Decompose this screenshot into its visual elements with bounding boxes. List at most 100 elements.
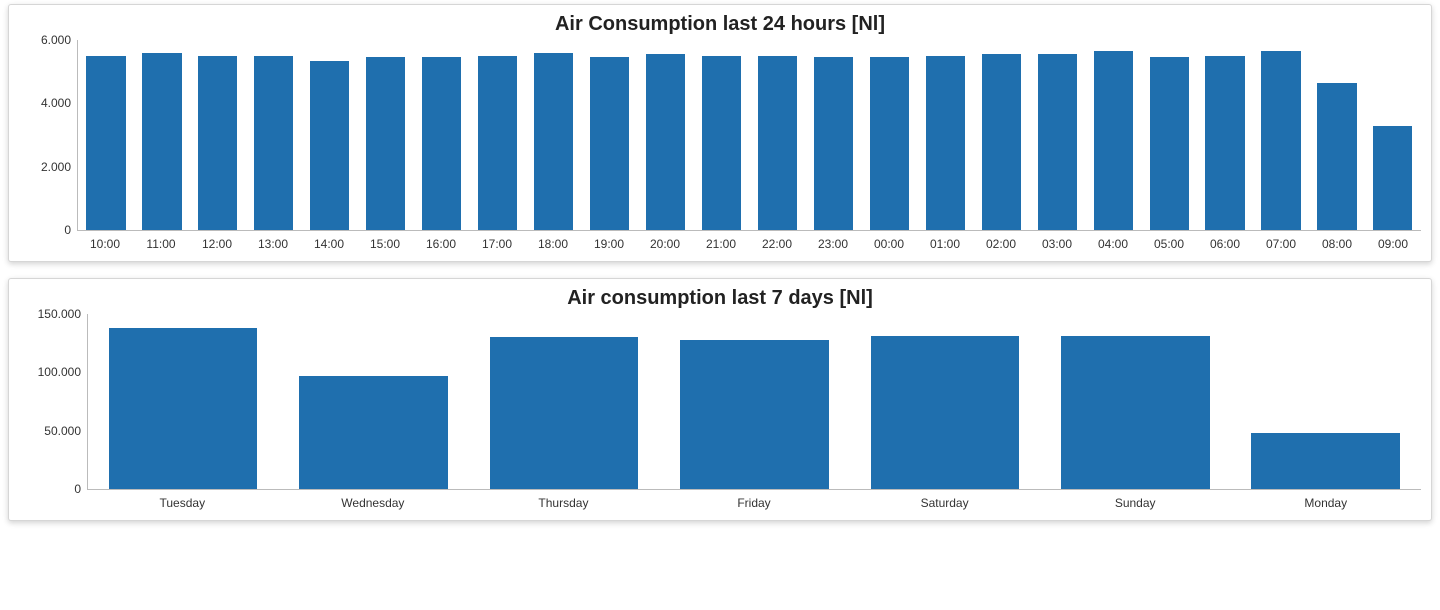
bar bbox=[871, 336, 1020, 489]
y-tick-label: 50.000 bbox=[44, 424, 81, 438]
x-tick-label: 03:00 bbox=[1029, 237, 1085, 251]
x-tick-label: 08:00 bbox=[1309, 237, 1365, 251]
bar-slot bbox=[805, 40, 861, 230]
bar-slot bbox=[1040, 314, 1230, 489]
y-tick-label: 2.000 bbox=[41, 160, 71, 174]
chart-24h-title: Air Consumption last 24 hours [Nl] bbox=[19, 13, 1421, 36]
bar bbox=[702, 56, 741, 230]
x-axis-spacer bbox=[19, 496, 87, 510]
y-tick-label: 100.000 bbox=[38, 365, 81, 379]
bar bbox=[758, 56, 797, 230]
bar bbox=[299, 376, 448, 489]
x-tick-label: 13:00 bbox=[245, 237, 301, 251]
x-tick-label: 11:00 bbox=[133, 237, 189, 251]
bar bbox=[1038, 54, 1077, 230]
chart-7d-x-labels: TuesdayWednesdayThursdayFridaySaturdaySu… bbox=[87, 496, 1421, 510]
bar bbox=[870, 57, 909, 230]
bar bbox=[366, 57, 405, 230]
panel-24h: Air Consumption last 24 hours [Nl] 02.00… bbox=[8, 4, 1432, 262]
bar-slot bbox=[278, 314, 468, 489]
x-tick-label: Tuesday bbox=[87, 496, 278, 510]
bar-slot bbox=[358, 40, 414, 230]
bar bbox=[1317, 83, 1356, 230]
bar-slot bbox=[861, 40, 917, 230]
chart-7d: 050.000100.000150.000 bbox=[19, 314, 1421, 490]
bar bbox=[814, 57, 853, 230]
x-tick-label: 02:00 bbox=[973, 237, 1029, 251]
y-tick-label: 6.000 bbox=[41, 33, 71, 47]
x-tick-label: Friday bbox=[659, 496, 850, 510]
bar bbox=[478, 56, 517, 230]
x-tick-label: Saturday bbox=[849, 496, 1040, 510]
bar bbox=[680, 340, 829, 489]
chart-24h: 02.0004.0006.000 bbox=[19, 40, 1421, 231]
x-tick-label: 17:00 bbox=[469, 237, 525, 251]
bar bbox=[590, 57, 629, 230]
x-tick-label: 23:00 bbox=[805, 237, 861, 251]
bar bbox=[422, 57, 461, 230]
page-root: Air Consumption last 24 hours [Nl] 02.00… bbox=[0, 0, 1440, 545]
y-tick-label: 150.000 bbox=[38, 307, 81, 321]
x-tick-label: 21:00 bbox=[693, 237, 749, 251]
chart-7d-plot bbox=[87, 314, 1421, 490]
bar-slot bbox=[470, 40, 526, 230]
bar bbox=[310, 61, 349, 230]
bar-slot bbox=[1085, 40, 1141, 230]
bar bbox=[142, 53, 181, 230]
bar bbox=[926, 56, 965, 230]
bar-slot bbox=[1197, 40, 1253, 230]
bar-slot bbox=[638, 40, 694, 230]
x-tick-label: 12:00 bbox=[189, 237, 245, 251]
bar-slot bbox=[246, 40, 302, 230]
bar-slot bbox=[749, 40, 805, 230]
x-tick-label: 22:00 bbox=[749, 237, 805, 251]
x-tick-label: Thursday bbox=[468, 496, 659, 510]
x-tick-label: 16:00 bbox=[413, 237, 469, 251]
chart-7d-x-axis: TuesdayWednesdayThursdayFridaySaturdaySu… bbox=[19, 496, 1421, 510]
x-tick-label: 20:00 bbox=[637, 237, 693, 251]
bar bbox=[254, 56, 293, 230]
x-tick-label: 06:00 bbox=[1197, 237, 1253, 251]
x-tick-label: Wednesday bbox=[278, 496, 469, 510]
bar-slot bbox=[190, 40, 246, 230]
x-tick-label: 19:00 bbox=[581, 237, 637, 251]
chart-24h-plot bbox=[77, 40, 1421, 231]
bar bbox=[109, 328, 258, 489]
bar-slot bbox=[1029, 40, 1085, 230]
bar bbox=[86, 56, 125, 230]
bar bbox=[1261, 51, 1300, 230]
bar-slot bbox=[582, 40, 638, 230]
x-tick-label: 00:00 bbox=[861, 237, 917, 251]
x-tick-label: 09:00 bbox=[1365, 237, 1421, 251]
chart-24h-bars bbox=[78, 40, 1421, 230]
bar bbox=[1205, 56, 1244, 230]
bar-slot bbox=[693, 40, 749, 230]
bar-slot bbox=[526, 40, 582, 230]
chart-24h-x-axis: 10:0011:0012:0013:0014:0015:0016:0017:00… bbox=[19, 237, 1421, 251]
bar-slot bbox=[302, 40, 358, 230]
bar-slot bbox=[973, 40, 1029, 230]
bar bbox=[646, 54, 685, 230]
x-tick-label: 15:00 bbox=[357, 237, 413, 251]
bar bbox=[982, 54, 1021, 230]
x-tick-label: 18:00 bbox=[525, 237, 581, 251]
x-tick-label: Monday bbox=[1230, 496, 1421, 510]
chart-24h-y-axis: 02.0004.0006.000 bbox=[19, 40, 77, 230]
bar-slot bbox=[469, 314, 659, 489]
bar bbox=[534, 53, 573, 230]
bar-slot bbox=[88, 314, 278, 489]
bar-slot bbox=[134, 40, 190, 230]
panel-7d: Air consumption last 7 days [Nl] 050.000… bbox=[8, 278, 1432, 521]
bar bbox=[1150, 57, 1189, 230]
x-axis-spacer bbox=[19, 237, 77, 251]
bar bbox=[1251, 433, 1400, 489]
bar-slot bbox=[850, 314, 1040, 489]
bar bbox=[198, 56, 237, 230]
x-tick-label: 01:00 bbox=[917, 237, 973, 251]
bar bbox=[490, 337, 639, 489]
bar-slot bbox=[917, 40, 973, 230]
bar-slot bbox=[1141, 40, 1197, 230]
bar-slot bbox=[1253, 40, 1309, 230]
bar-slot bbox=[1231, 314, 1421, 489]
x-tick-label: 04:00 bbox=[1085, 237, 1141, 251]
